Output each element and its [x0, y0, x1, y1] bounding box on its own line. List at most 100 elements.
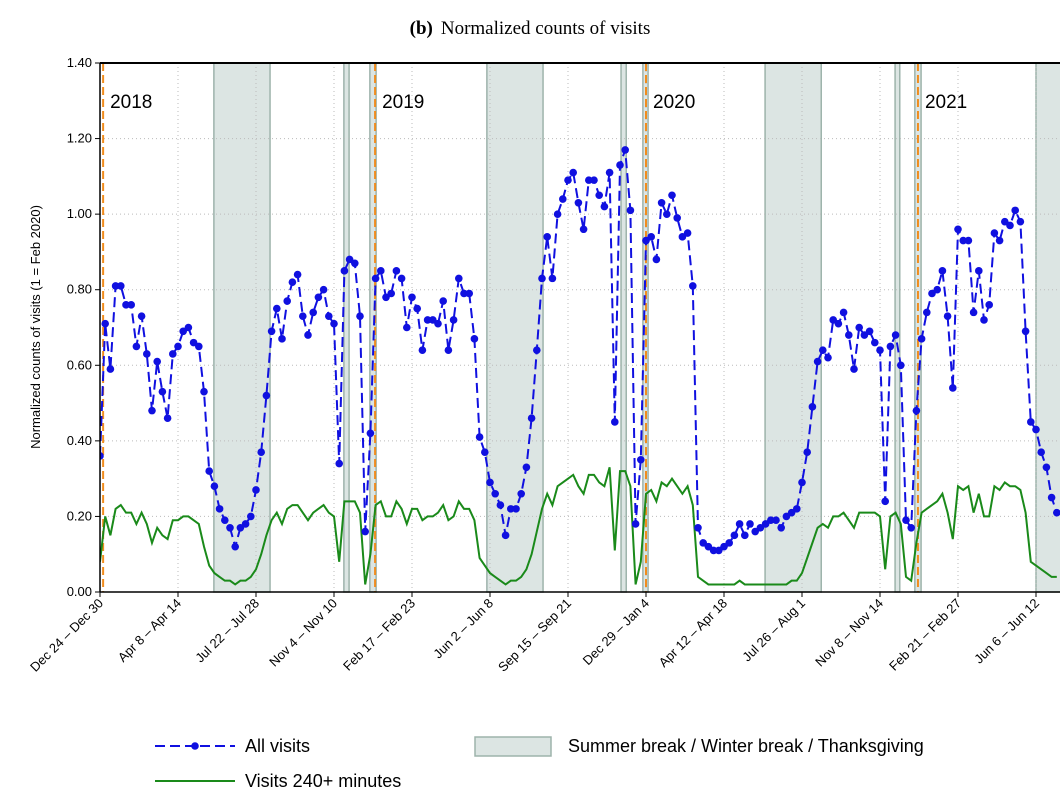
series-marker [330, 319, 338, 328]
series-marker [481, 448, 489, 456]
panel-label: (b) [410, 18, 433, 39]
series-marker [278, 335, 286, 343]
series-marker [548, 274, 557, 283]
series-marker [819, 346, 827, 354]
series-marker [595, 191, 603, 200]
series-marker [777, 523, 785, 532]
x-tick-label: Dec 24 – Dec 30 [27, 596, 106, 675]
series-marker [210, 482, 219, 491]
series-marker [127, 301, 135, 309]
series-marker [158, 387, 167, 396]
break-span [486, 62, 544, 593]
series-marker [283, 297, 292, 305]
legend-marker [191, 742, 199, 750]
series-marker [803, 448, 811, 456]
series-line [100, 149, 1058, 552]
series-marker [1047, 493, 1056, 502]
series-marker [897, 361, 905, 370]
series-marker [449, 316, 458, 324]
series-marker [215, 505, 224, 513]
series-marker [543, 233, 551, 241]
series-marker [1027, 418, 1035, 426]
series-marker [881, 497, 889, 506]
series-marker [995, 236, 1004, 245]
plot-area: 2018 2019 2020 2021 [100, 62, 1060, 593]
series-marker [538, 274, 546, 283]
series-marker [309, 308, 318, 317]
series-marker [652, 255, 661, 264]
series-marker [663, 210, 671, 218]
series-marker [902, 516, 910, 525]
series-marker [1037, 448, 1045, 456]
x-tick-label: Nov 8 – Nov 14 [812, 596, 886, 670]
series-marker [834, 319, 843, 328]
series-marker [273, 304, 281, 313]
series-marker [845, 331, 853, 339]
series-marker [808, 403, 817, 411]
series-marker [106, 365, 115, 373]
series-marker [1042, 463, 1051, 472]
series-marker [299, 312, 307, 320]
series-marker [460, 289, 468, 298]
x-tick-label: Jun 2 – Jun 8 [430, 596, 496, 662]
series-marker [673, 214, 681, 222]
title-text: Normalized counts of visits [441, 18, 651, 39]
series-marker [335, 459, 344, 468]
series-marker [647, 233, 655, 241]
series-marker [637, 455, 645, 464]
series-marker [564, 176, 572, 184]
legend-swatch [474, 736, 552, 757]
series-marker [439, 297, 448, 305]
series-marker [169, 350, 177, 358]
year-label: 2021 [925, 92, 967, 113]
y-tick-label: 0.00 [67, 584, 92, 599]
series-marker [252, 486, 260, 494]
series-marker [886, 342, 895, 351]
series-marker [850, 365, 858, 373]
series-marker [954, 225, 962, 234]
series-marker [100, 452, 104, 460]
series-marker [574, 199, 583, 207]
series-marker [813, 357, 822, 366]
x-tick-label: Apr 12 – Apr 18 [656, 596, 730, 670]
series-marker [912, 406, 921, 415]
series-marker [746, 520, 754, 528]
series-marker [397, 274, 406, 283]
series-marker [527, 414, 536, 422]
series-marker [933, 285, 941, 294]
series-marker [325, 312, 333, 320]
series-marker [871, 338, 879, 347]
series-marker [772, 516, 780, 525]
series-marker [694, 523, 702, 532]
series-marker [200, 387, 208, 396]
series-marker [221, 516, 229, 525]
y-tick-label: 1.20 [67, 131, 92, 146]
y-tick-label: 0.20 [67, 508, 92, 523]
series-marker [137, 312, 146, 320]
series-marker [361, 527, 370, 536]
legend-label: Summer break / Winter break / Thanksgivi… [568, 736, 924, 756]
series-marker [917, 335, 926, 343]
series-marker [132, 342, 141, 351]
series-line [100, 467, 1057, 586]
series-marker [226, 523, 234, 532]
series-marker [631, 520, 640, 528]
series-marker [262, 391, 271, 400]
series-marker [975, 267, 983, 275]
series-marker [288, 278, 297, 286]
series-marker [231, 542, 239, 551]
x-tick-label: Dec 29 – Jan 4 [580, 596, 652, 668]
series-marker [865, 327, 874, 336]
series-marker [340, 267, 349, 275]
series-marker [741, 531, 749, 540]
series-marker [985, 301, 993, 309]
series-marker [434, 319, 442, 328]
series-marker [605, 168, 614, 177]
series-marker [590, 176, 598, 184]
series-marker [486, 478, 494, 487]
series-marker [938, 267, 947, 275]
year-label: 2019 [382, 92, 424, 113]
series-marker [465, 289, 474, 298]
series-marker [205, 467, 213, 475]
x-tick-label: Nov 4 – Nov 10 [266, 596, 340, 670]
